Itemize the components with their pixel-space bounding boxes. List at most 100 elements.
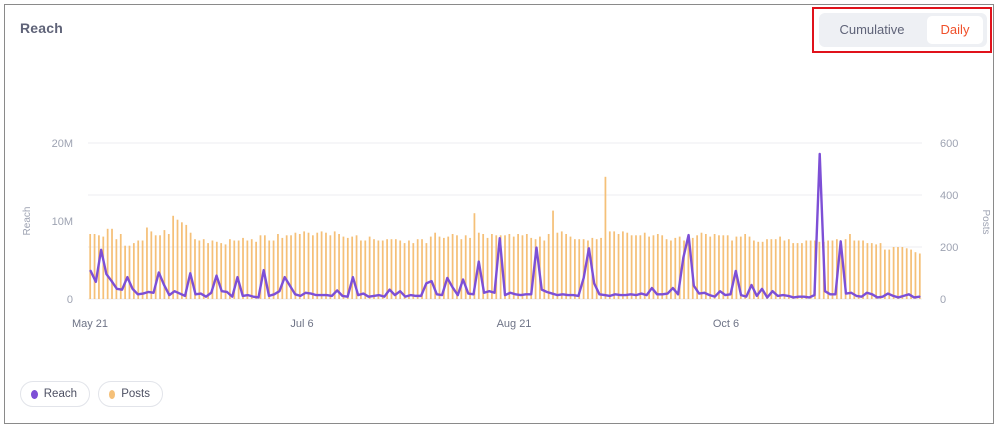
posts-bar (263, 235, 266, 299)
right-y-tick-label: 400 (940, 190, 958, 202)
posts-bar (875, 244, 878, 299)
posts-legend-dot (109, 389, 116, 399)
posts-bar (447, 236, 450, 299)
posts-bar (722, 235, 725, 299)
posts-bar (259, 235, 262, 299)
posts-bar (215, 241, 218, 299)
posts-bar (176, 219, 179, 299)
posts-bar (761, 241, 764, 299)
reach-line (89, 152, 921, 299)
posts-bar (879, 243, 882, 299)
posts-bar (556, 232, 559, 299)
daily-button[interactable]: Daily (927, 16, 983, 44)
cumulative-button[interactable]: Cumulative (839, 22, 905, 37)
posts-bar (473, 213, 476, 299)
posts-bar (189, 232, 192, 299)
posts-bar (622, 231, 624, 299)
posts-bar (451, 234, 454, 299)
posts-bar (181, 222, 183, 299)
posts-bar (731, 240, 733, 299)
posts-bar (840, 244, 843, 299)
posts-bar (866, 243, 869, 299)
posts-bar (146, 227, 148, 299)
posts-bar (870, 243, 873, 299)
posts-bar (884, 249, 886, 299)
posts-bar (172, 215, 175, 299)
posts-bar (137, 240, 140, 299)
posts-bar (381, 240, 384, 299)
posts-bar (316, 232, 319, 299)
posts-bar (569, 236, 572, 299)
posts-bar (560, 231, 563, 299)
posts-bar (224, 244, 227, 299)
posts-bar (787, 239, 790, 299)
posts-bar (237, 240, 240, 299)
posts-bar (857, 240, 860, 299)
posts-bar (325, 232, 327, 299)
posts-bar (849, 234, 851, 299)
posts-bar (774, 239, 777, 299)
posts-bar (608, 231, 611, 299)
posts-bar (220, 243, 223, 299)
legend-posts[interactable]: Posts (98, 381, 163, 407)
posts-bar (342, 236, 345, 299)
posts-bar (739, 236, 742, 299)
posts-bar (901, 247, 904, 299)
posts-bar (753, 240, 755, 299)
posts-bar (665, 239, 668, 299)
posts-bar (285, 235, 288, 299)
posts-bar (246, 240, 249, 299)
posts-bar (386, 239, 388, 299)
posts-bar (530, 237, 533, 299)
posts-bar (429, 236, 432, 299)
posts-bar (115, 239, 118, 299)
posts-bar (132, 243, 135, 299)
posts-bar (443, 237, 445, 299)
posts-bar (700, 232, 703, 299)
posts-bar (364, 240, 367, 299)
posts-bar (377, 240, 380, 299)
posts-bar (482, 234, 485, 299)
posts-bar (421, 239, 423, 299)
posts-bar (499, 235, 502, 299)
posts-bar (141, 240, 144, 299)
posts-bar (914, 252, 917, 299)
posts-bar (792, 243, 795, 299)
posts-bar (635, 235, 637, 299)
legend-reach-label: Reach (43, 388, 77, 400)
posts-bar (508, 234, 511, 299)
legend-reach[interactable]: Reach (20, 381, 90, 407)
toggle-highlight-box (812, 7, 992, 53)
posts-bar (595, 239, 598, 299)
posts-bar (211, 240, 214, 299)
right-y-tick-label: 200 (940, 242, 958, 254)
posts-bar (111, 228, 113, 299)
posts-bar (185, 224, 188, 299)
posts-bar (207, 243, 209, 299)
posts-bar (862, 240, 864, 299)
x-tick-label: Jul 6 (290, 318, 313, 330)
posts-bar (617, 234, 620, 299)
posts-bar (604, 176, 607, 299)
posts-bar (268, 240, 271, 299)
reach-card (4, 4, 994, 424)
posts-bar (656, 234, 659, 299)
legend-posts-label: Posts (121, 388, 150, 400)
posts-bar (521, 235, 524, 299)
posts-bar (460, 239, 463, 299)
posts-bar (543, 240, 546, 299)
posts-bar (565, 234, 568, 299)
posts-bar (154, 235, 157, 299)
posts-bar (779, 236, 781, 299)
posts-bar (796, 243, 799, 299)
posts-bar (643, 232, 646, 299)
posts-bar (853, 240, 856, 299)
reach-legend-dot (31, 389, 38, 399)
posts-bar (626, 232, 629, 299)
posts-bar (412, 243, 415, 299)
posts-bar (674, 237, 677, 299)
posts-bar (757, 241, 760, 299)
left-y-tick-label: 20M (52, 138, 73, 150)
posts-bar (486, 237, 489, 299)
posts-bar (504, 235, 506, 299)
